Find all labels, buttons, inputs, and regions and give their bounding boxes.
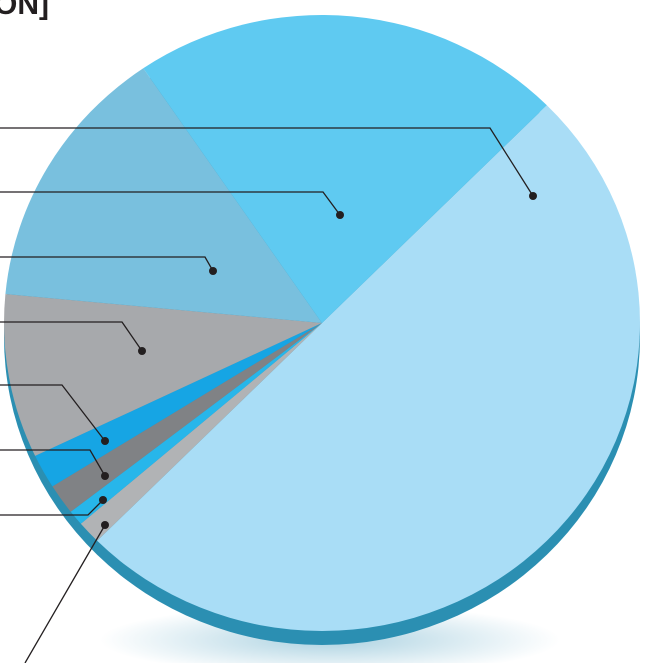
leader-line bbox=[0, 256, 214, 272]
pie bbox=[3, 14, 641, 631]
leader-dot bbox=[209, 267, 217, 275]
leader-line bbox=[24, 524, 106, 663]
leader-dot bbox=[101, 437, 109, 445]
pie-slice bbox=[143, 14, 547, 323]
pie-slice bbox=[70, 323, 322, 524]
pie-slice bbox=[5, 68, 323, 323]
leader-dot bbox=[99, 496, 107, 504]
leader-dot bbox=[101, 521, 109, 529]
leader-line bbox=[0, 127, 534, 197]
pie-slice bbox=[35, 323, 323, 487]
pie-slice bbox=[52, 323, 322, 512]
leader-dot bbox=[529, 192, 537, 200]
leader-line bbox=[0, 321, 143, 352]
pie-slice bbox=[80, 323, 322, 541]
leader-dot bbox=[336, 211, 344, 219]
pie-slice bbox=[3, 294, 323, 456]
leader-dot bbox=[101, 472, 109, 480]
pie-slice bbox=[97, 105, 641, 631]
leader-line bbox=[0, 499, 104, 516]
leader-line bbox=[0, 384, 106, 442]
leader-lines bbox=[0, 127, 537, 663]
leader-line bbox=[0, 449, 106, 477]
leader-dot bbox=[138, 347, 146, 355]
leader-line bbox=[0, 191, 341, 216]
chart-title: ON] bbox=[0, 0, 49, 21]
